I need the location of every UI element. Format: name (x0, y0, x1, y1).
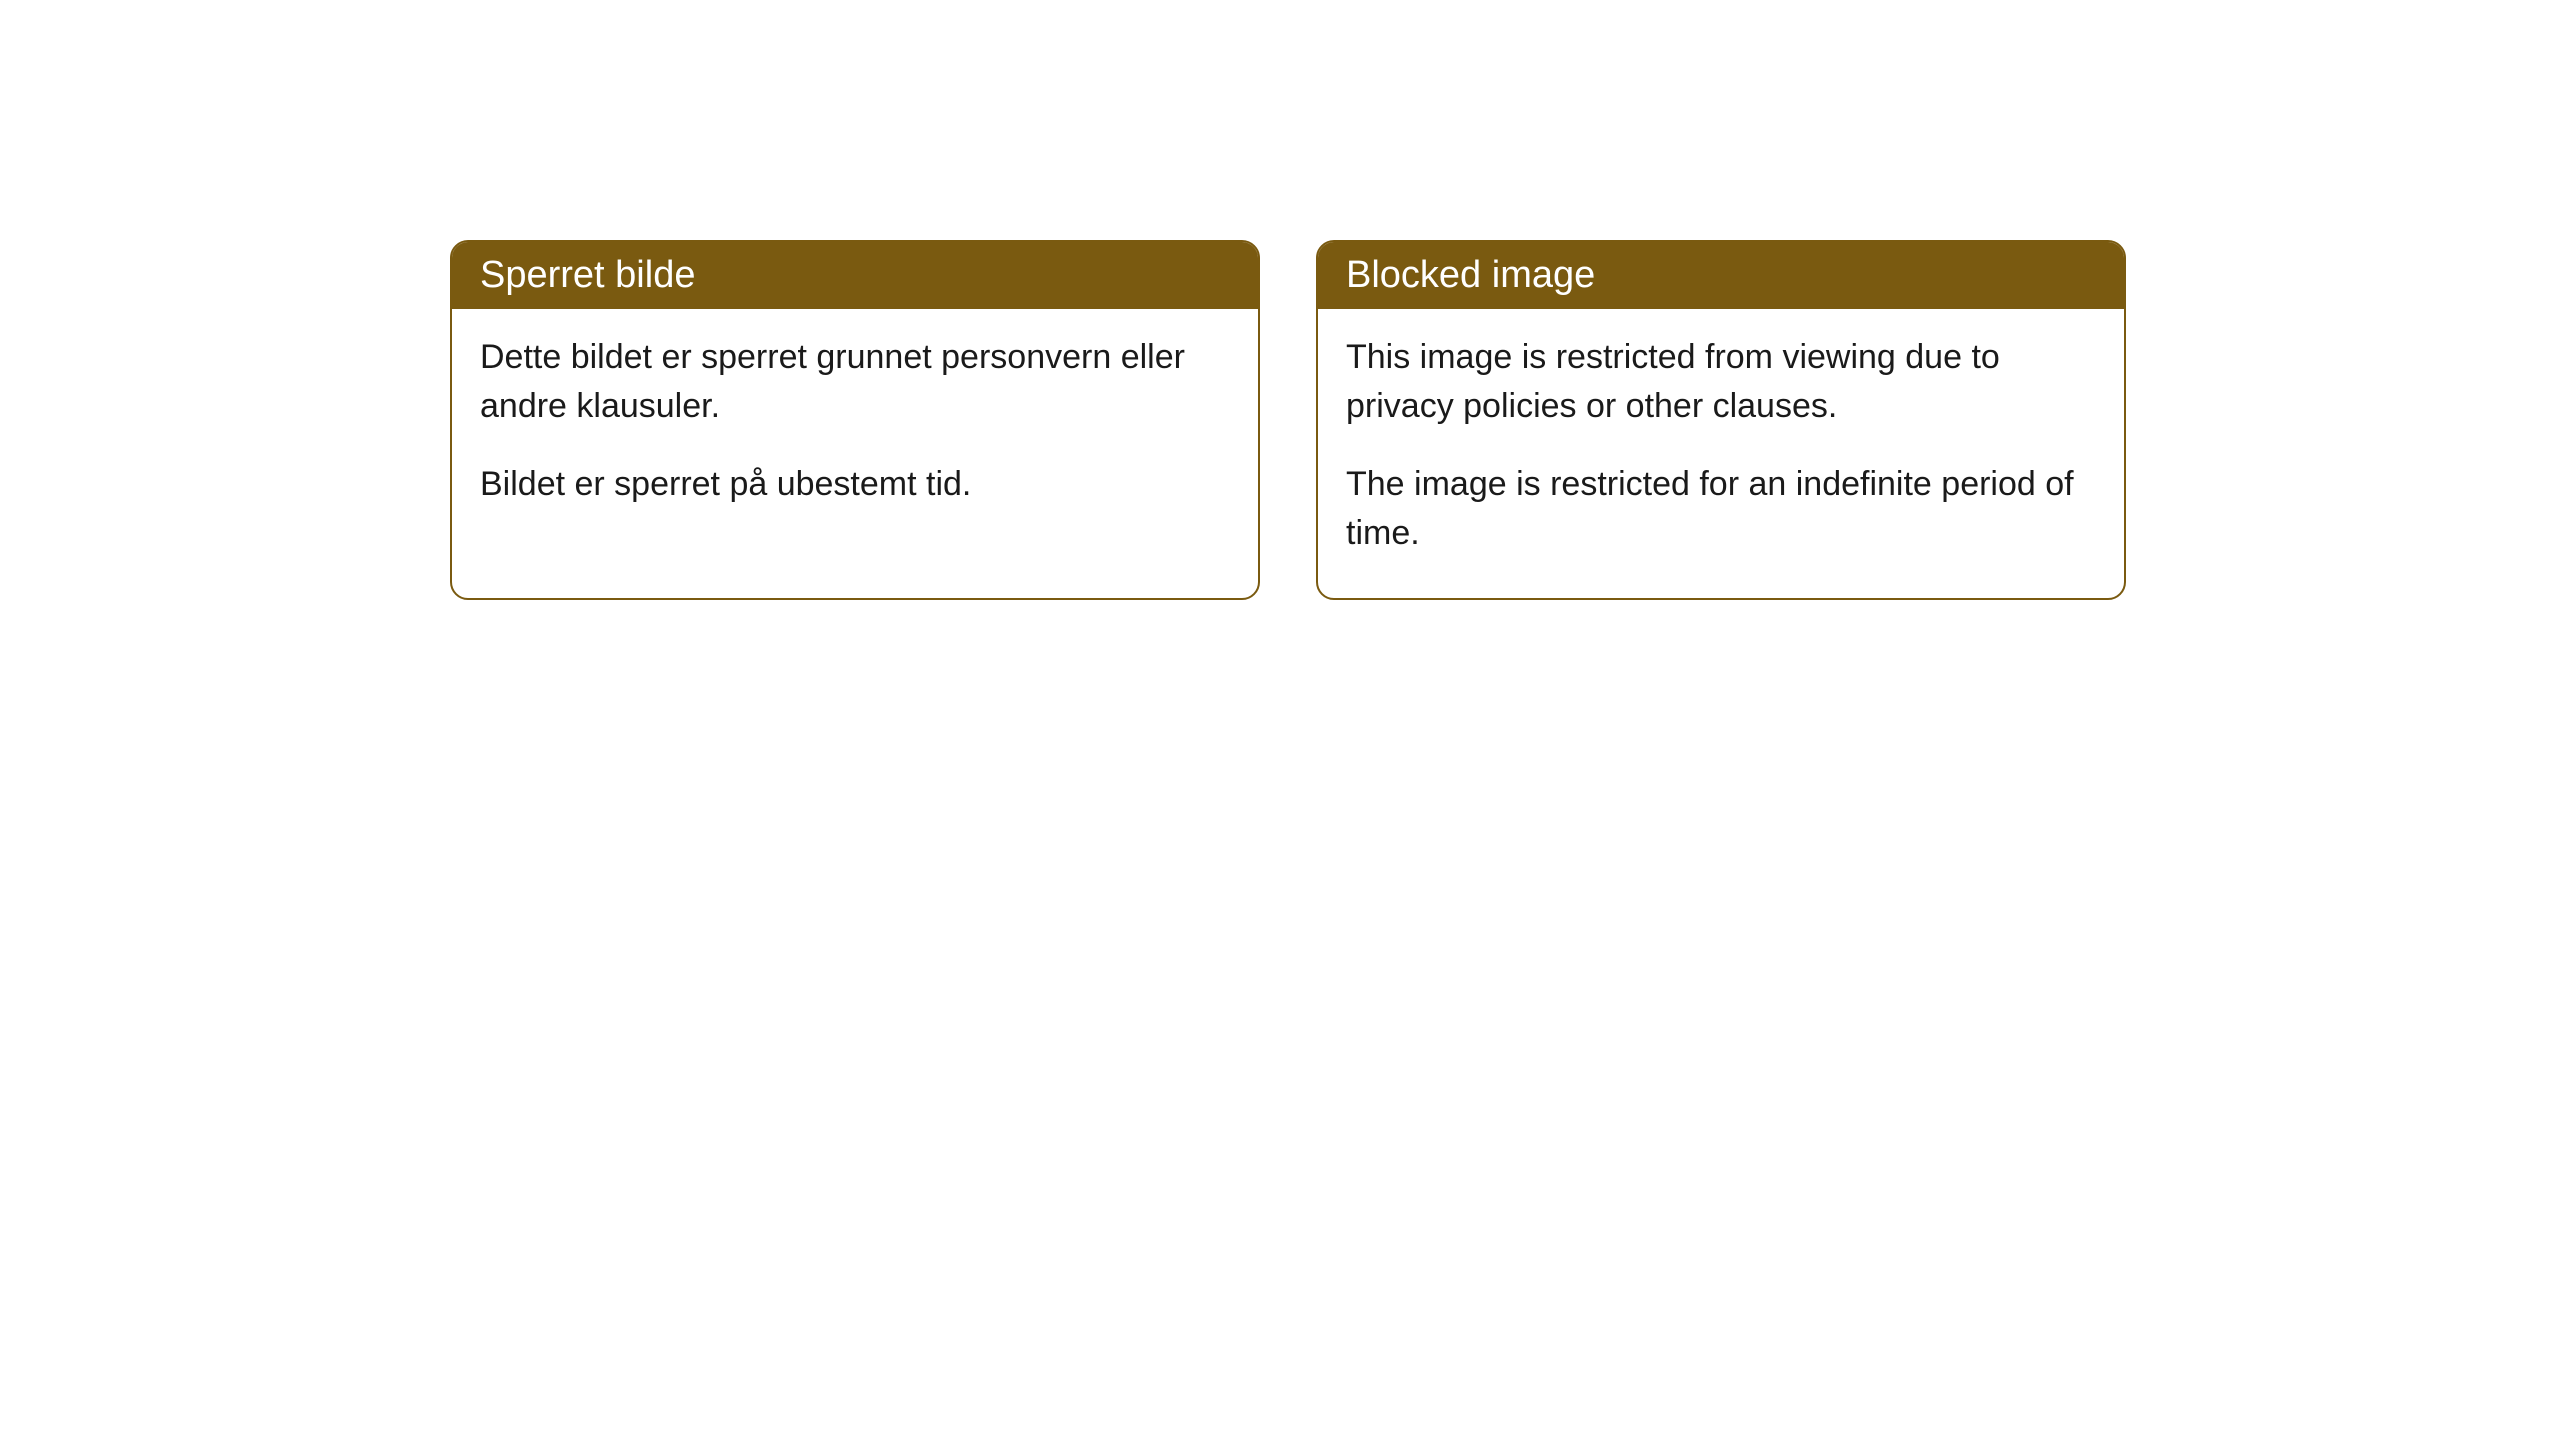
notice-card-norwegian: Sperret bilde Dette bildet er sperret gr… (450, 240, 1260, 600)
card-header: Sperret bilde (452, 242, 1258, 309)
card-header: Blocked image (1318, 242, 2124, 309)
card-title: Sperret bilde (480, 254, 695, 296)
card-text-line1: This image is restricted from viewing du… (1346, 333, 2096, 432)
card-text-line2: The image is restricted for an indefinit… (1346, 460, 2096, 559)
card-title: Blocked image (1346, 254, 1595, 296)
notice-card-english: Blocked image This image is restricted f… (1316, 240, 2126, 600)
card-body: This image is restricted from viewing du… (1318, 309, 2124, 598)
card-text-line1: Dette bildet er sperret grunnet personve… (480, 333, 1230, 432)
notice-container: Sperret bilde Dette bildet er sperret gr… (0, 0, 2560, 600)
card-text-line2: Bildet er sperret på ubestemt tid. (480, 460, 1230, 509)
card-body: Dette bildet er sperret grunnet personve… (452, 309, 1258, 549)
